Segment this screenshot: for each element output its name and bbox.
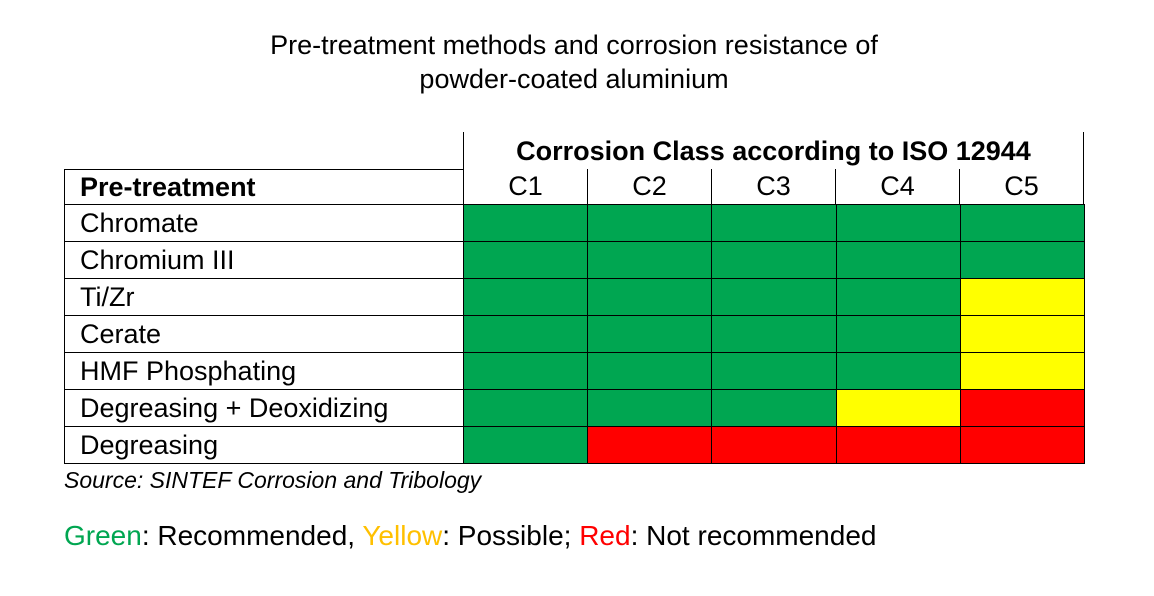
rating-cell-yellow [959, 353, 1086, 389]
row-label: HMF Phosphating [64, 353, 463, 389]
rating-cell-green [959, 205, 1086, 241]
rating-cell-yellow [959, 279, 1086, 315]
rating-cell-green [587, 316, 712, 352]
source-note: Source: SINTEF Corrosion and Tribology [64, 467, 482, 493]
row-label: Chromate [64, 205, 463, 241]
rating-cell-green [463, 390, 588, 426]
table-row: Chromium III [64, 242, 1086, 279]
rating-cell-green [835, 279, 960, 315]
chart-title-line-2: powder-coated aluminium [419, 64, 729, 94]
rating-cell-green [587, 390, 712, 426]
rating-cell-green [587, 205, 712, 241]
chart-title-line-1: Pre-treatment methods and corrosion resi… [270, 30, 878, 60]
legend-yellow-text: : Possible; [442, 520, 580, 551]
rating-cell-green [463, 279, 588, 315]
rating-cell-red [587, 427, 712, 463]
rating-cell-green [835, 316, 960, 352]
rating-cell-green [711, 242, 836, 278]
rating-cell-green [835, 353, 960, 389]
column-header-c4: C4 [835, 169, 959, 205]
table-row: Chromate [64, 205, 1086, 242]
rating-cell-green [711, 279, 836, 315]
row-label: Chromium III [64, 242, 463, 278]
rating-cell-red [711, 427, 836, 463]
corrosion-class-header: Corrosion Class according to ISO 12944 [463, 132, 1084, 169]
row-label: Cerate [64, 316, 463, 352]
rating-cell-green [835, 242, 960, 278]
table-row: Ti/Zr [64, 279, 1086, 316]
rating-cell-green [463, 242, 588, 278]
rating-cell-green [835, 205, 960, 241]
rating-cell-green [587, 353, 712, 389]
rating-cell-green [463, 427, 588, 463]
column-header-c5: C5 [959, 169, 1084, 205]
rating-cell-red [835, 427, 960, 463]
rating-cell-green [463, 205, 588, 241]
legend-green-word: Green [64, 520, 142, 551]
rating-cell-yellow [835, 390, 960, 426]
row-label: Ti/Zr [64, 279, 463, 315]
rating-cell-green [463, 353, 588, 389]
rating-cell-red [959, 427, 1086, 463]
legend-red-word: Red [579, 520, 631, 551]
chart-title: Pre-treatment methods and corrosion resi… [0, 28, 1148, 96]
table-row: Degreasing [64, 427, 1086, 464]
column-header-row: C1 C2 C3 C4 C5 [463, 169, 1084, 205]
legend-green-text: : Recommended, [141, 520, 363, 551]
row-label: Degreasing [64, 427, 463, 463]
rating-table: Chromate Chromium III Ti/Zr Cerate HMF Phosp… [64, 204, 1086, 464]
table-row: Cerate [64, 316, 1086, 353]
legend-red-text: : Not recommended [630, 520, 877, 551]
column-header-c3: C3 [711, 169, 835, 205]
rating-cell-green [587, 242, 712, 278]
rating-cell-red [959, 390, 1086, 426]
color-legend: Green: Recommended, Yellow: Possible; Re… [64, 519, 876, 553]
rating-cell-green [711, 316, 836, 352]
row-label: Degreasing + Deoxidizing [64, 390, 463, 426]
column-header-c2: C2 [587, 169, 711, 205]
rating-cell-green [959, 242, 1086, 278]
pretreatment-header: Pre-treatment [64, 169, 463, 205]
table-row: HMF Phosphating [64, 353, 1086, 390]
column-header-c1: C1 [463, 169, 587, 205]
rating-cell-green [711, 205, 836, 241]
legend-yellow-word: Yellow [362, 520, 443, 551]
rating-cell-green [711, 353, 836, 389]
rating-cell-green [711, 390, 836, 426]
rating-cell-green [463, 316, 588, 352]
rating-cell-green [587, 279, 712, 315]
table-row: Degreasing + Deoxidizing [64, 390, 1086, 427]
rating-cell-yellow [959, 316, 1086, 352]
